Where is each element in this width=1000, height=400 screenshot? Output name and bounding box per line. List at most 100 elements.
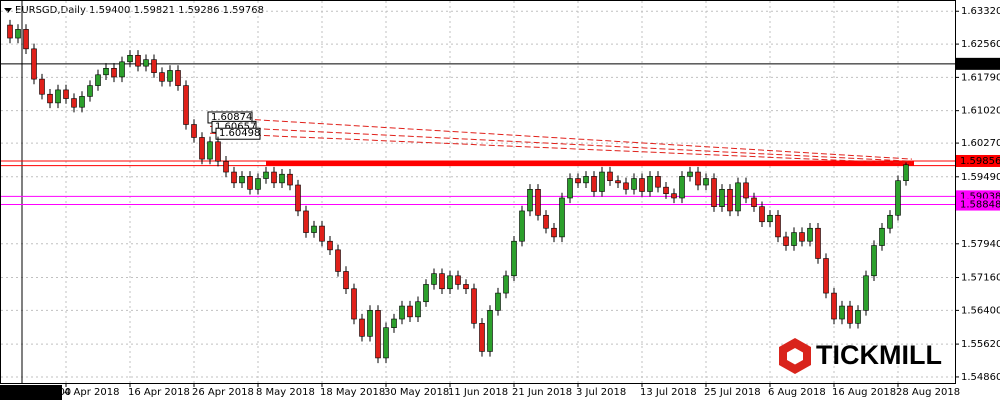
trendline — [209, 116, 913, 160]
candle-body — [39, 78, 45, 95]
level-label-box — [956, 154, 1000, 167]
level-label: 1.59856 — [960, 156, 1000, 167]
candle-body — [447, 275, 453, 290]
candle-body — [575, 178, 581, 184]
candle-body — [623, 182, 629, 190]
candle-body — [95, 74, 101, 86]
level-label-box — [956, 57, 1000, 70]
x-tick-label: 6 Aug 2018 — [768, 387, 826, 398]
candle-body — [519, 210, 525, 242]
candle-body — [135, 55, 141, 67]
logo-text: TICKMILL — [816, 340, 942, 370]
candle-body — [423, 284, 429, 303]
candle-body — [367, 310, 373, 337]
candle-body — [239, 176, 245, 184]
candle-body — [727, 189, 733, 212]
candle-body — [199, 137, 205, 160]
candle-body — [351, 288, 357, 320]
plot-frame — [0, 0, 956, 384]
x-tick-label: 16 Aug 2018 — [832, 387, 896, 398]
candle-body — [479, 323, 485, 352]
candle-body — [895, 180, 901, 216]
y-tick-label: 1.61790 — [961, 72, 1000, 83]
candle-body — [815, 227, 821, 259]
candle-body — [215, 141, 221, 162]
candle-body — [223, 160, 229, 173]
level-label: 1.59038 — [960, 191, 1000, 202]
candle-body — [287, 173, 293, 186]
candle-body — [263, 171, 269, 179]
candle-body — [47, 93, 53, 104]
candle-body — [687, 171, 693, 177]
candle-body — [607, 171, 613, 181]
candle-body — [391, 318, 397, 328]
y-tick-label: 1.62560 — [961, 39, 1000, 50]
candle-body — [15, 29, 21, 39]
candle-body — [103, 68, 109, 76]
candle-body — [191, 124, 197, 138]
candle-body — [695, 171, 701, 186]
y-tick-label: 1.59490 — [961, 172, 1000, 183]
x-tick-label: 4 Apr 2018 — [64, 387, 119, 398]
candle-body — [735, 182, 741, 212]
logo-icon-inner — [787, 348, 803, 365]
candle-body — [23, 29, 29, 50]
candle-body — [631, 178, 637, 190]
candle-body — [143, 59, 149, 67]
candle-body — [863, 275, 869, 311]
candle-body — [247, 176, 253, 190]
x-tick-label: 28 Aug 2018 — [896, 387, 960, 398]
x-tick-label: 3 Jul 2018 — [576, 387, 626, 398]
x-tick-label: 11 Jun 2018 — [448, 387, 508, 398]
logo: TICKMILL — [779, 338, 942, 374]
candle-body — [279, 173, 285, 184]
candle-body — [751, 197, 757, 207]
candle-body — [503, 275, 509, 294]
candle-body — [671, 193, 677, 199]
candle-body — [759, 206, 765, 223]
candle-body — [527, 189, 533, 212]
candle-body — [383, 327, 389, 359]
candle-body — [551, 227, 557, 238]
candle-body — [327, 240, 333, 251]
candle-body — [295, 184, 301, 212]
candle-body — [743, 182, 749, 199]
level-label: 1.58848 — [960, 200, 1000, 211]
candle-body — [151, 59, 157, 73]
candle-body — [375, 310, 381, 359]
y-tick-label: 1.57160 — [961, 273, 1000, 284]
candle-body — [455, 275, 461, 285]
candle-body — [655, 176, 661, 188]
cursor-time-box — [0, 385, 62, 400]
candle-body — [903, 164, 909, 181]
candle-body — [767, 214, 773, 223]
trendline-label: 1.60498 — [219, 128, 260, 139]
x-tick-label: 21 Jun 2018 — [512, 387, 572, 398]
candle-body — [855, 310, 861, 324]
y-tick-label: 1.56400 — [961, 305, 1000, 316]
candle-body — [567, 178, 573, 199]
chart-header: EURSGD,Daily 1.59400 1.59821 1.59286 1.5… — [15, 5, 264, 16]
y-tick-label: 1.60270 — [961, 138, 1000, 149]
candle-body — [175, 70, 181, 86]
trendline-label-box — [215, 127, 261, 140]
candle-body — [711, 178, 717, 207]
candle-body — [159, 72, 165, 82]
candle-body — [439, 273, 445, 290]
candle-body — [399, 305, 405, 320]
trendline — [209, 125, 913, 162]
candle-body — [63, 89, 69, 99]
candle-body — [783, 236, 789, 246]
y-tick-label: 1.57940 — [961, 239, 1000, 250]
candle-body — [535, 189, 541, 216]
candle-body — [719, 189, 725, 207]
candle-body — [559, 197, 565, 238]
candle-body — [71, 98, 77, 108]
candle-body — [311, 225, 317, 233]
candle-body — [415, 301, 421, 318]
candle-body — [335, 249, 341, 272]
candle-body — [55, 89, 61, 104]
candle-body — [319, 225, 325, 242]
y-tick-label: 1.54860 — [961, 372, 1000, 383]
